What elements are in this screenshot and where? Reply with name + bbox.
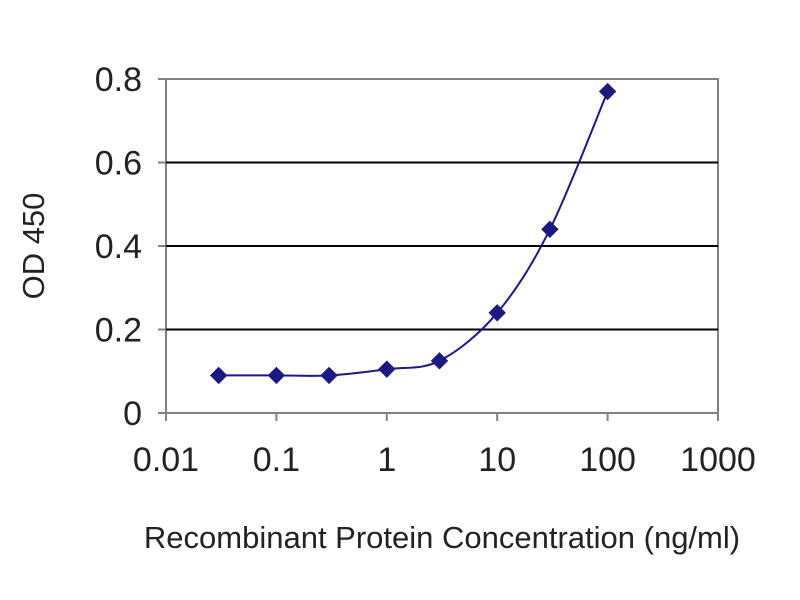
grid-lines [166, 161, 718, 331]
x-tick-label: 100 [579, 441, 636, 479]
data-point-marker [541, 220, 559, 239]
x-tick-label: 0.01 [133, 441, 199, 479]
x-tick-label: 1000 [680, 441, 756, 479]
y-tick-label: 0 [123, 395, 142, 433]
y-axis-ticks: 0 0.2 0.4 0.6 0.8 [95, 61, 166, 433]
x-axis-ticks: 0.01 0.1 1 10 100 1000 [133, 413, 756, 479]
data-point-marker [488, 304, 506, 322]
y-tick-label: 0.2 [95, 312, 142, 350]
y-tick-label: 0.4 [95, 228, 142, 266]
data-point-marker [378, 360, 396, 378]
data-point-marker [430, 352, 449, 370]
y-axis-title: OD 450 [16, 193, 51, 300]
series-group [209, 82, 617, 385]
data-point-marker [320, 366, 338, 385]
x-tick-label: 0.1 [253, 441, 300, 479]
data-point-marker [598, 82, 617, 101]
y-tick-label: 0.6 [95, 145, 142, 183]
data-point-marker [267, 366, 286, 385]
y-tick-label: 0.8 [95, 61, 142, 99]
x-tick-label: 10 [478, 441, 516, 479]
data-point-marker [209, 366, 228, 385]
x-axis-title: Recombinant Protein Concentration (ng/ml… [144, 520, 740, 555]
x-tick-label: 1 [377, 441, 396, 479]
